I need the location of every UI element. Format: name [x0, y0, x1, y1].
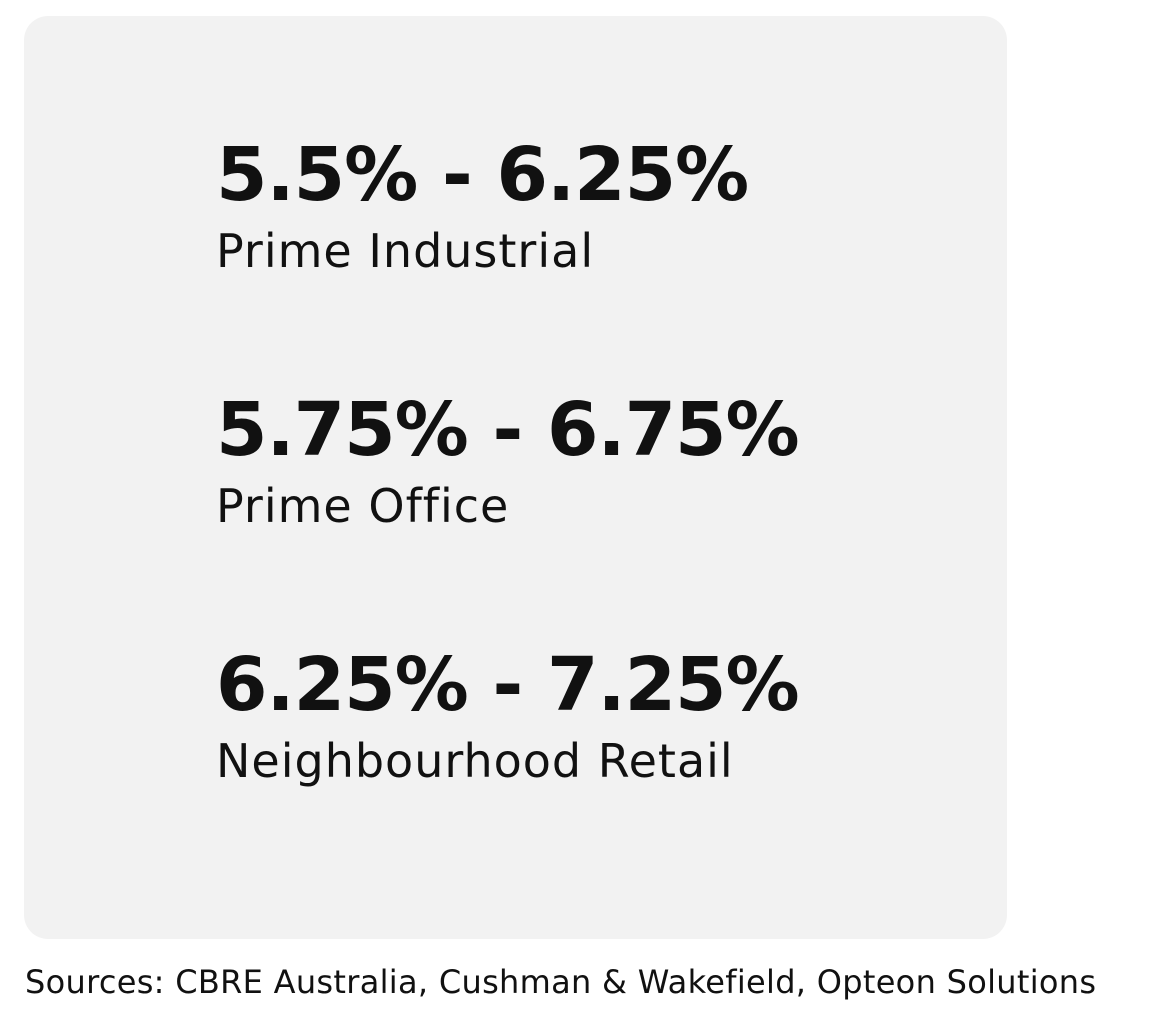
stat: 5.5% - 6.25% Prime Industrial — [216, 132, 749, 278]
stat-label: Prime Office — [216, 479, 510, 533]
stat-value: 5.5% - 6.25% — [216, 132, 749, 218]
stat-label: Neighbourhood Retail — [216, 734, 734, 788]
card: 5.5% - 6.25% Prime Industrial 5.75% - 6.… — [24, 16, 1007, 939]
stat-label: Prime Industrial — [216, 224, 595, 278]
footer: Sources: CBRE Australia, Cushman & Wakef… — [25, 963, 1097, 1001]
stat-value: 6.25% - 7.25% — [216, 642, 800, 728]
stat: 6.25% - 7.25% Neighbourhood Retail — [216, 642, 800, 788]
stat-value: 5.75% - 6.75% — [216, 387, 800, 473]
stat: 5.75% - 6.75% Prime Office — [216, 387, 800, 533]
